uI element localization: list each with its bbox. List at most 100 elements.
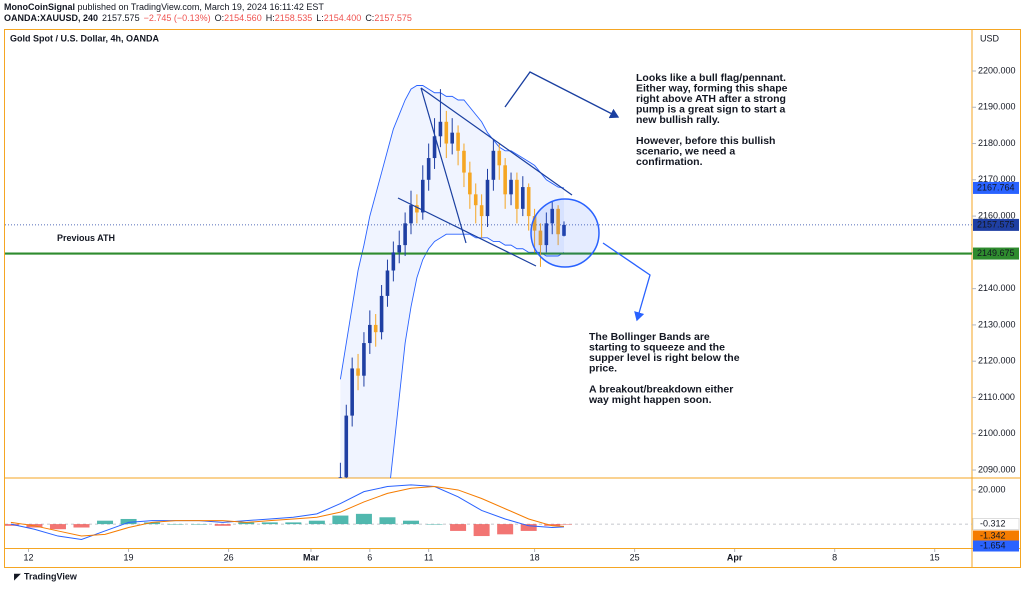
frame <box>4 29 1021 568</box>
candle-body <box>338 477 343 478</box>
macd-histogram-bar <box>355 513 372 525</box>
band-line <box>339 85 565 380</box>
footer-logo: ◤ <box>14 571 21 581</box>
macd-value-box <box>973 530 1019 542</box>
x-tick-label: Mar <box>303 552 320 562</box>
macd-histogram-bar <box>73 524 90 528</box>
y-tick-label: 2200.000 <box>978 65 1016 75</box>
annotation-line: starting to squeeze and the <box>589 341 725 353</box>
ohlc-value: 2158.535 <box>275 13 313 23</box>
candle-body <box>385 270 390 296</box>
annotation-line: right above ATH after a strong <box>636 93 786 105</box>
arrow <box>504 71 620 119</box>
y-tick-label: 2120.000 <box>978 356 1016 366</box>
macd-value-label: -0.312 <box>980 518 1006 528</box>
candle-body <box>509 179 513 195</box>
macd-value-label: -1.654 <box>980 540 1006 550</box>
x-tick-label: 19 <box>124 552 134 562</box>
macd-value-label: -1.342 <box>980 530 1006 540</box>
candle-body <box>521 187 525 209</box>
annotation-line: The Bollinger Bands are <box>589 331 710 343</box>
annotation-line: price. <box>589 362 617 374</box>
candle-body <box>391 252 396 271</box>
price-box-label: 2149.675 <box>977 248 1015 258</box>
macd-histogram-bar <box>191 524 208 525</box>
candle-body <box>426 158 431 180</box>
x-tick-label: 18 <box>530 552 540 562</box>
ohlc-key: H: <box>266 13 275 23</box>
x-tick-label: 15 <box>930 552 940 562</box>
macd-histogram-bar <box>97 520 114 525</box>
macd-y-tick-label: 20.000 <box>978 484 1006 494</box>
trendline <box>420 87 573 196</box>
drawings <box>397 71 651 322</box>
header-line-2: OANDA:XAUUSD, 240 2157.575 −2.745 (−0.13%)… <box>4 13 412 23</box>
chart-title: Gold Spot / U.S. Dollar, 4h, OANDA <box>10 33 160 43</box>
candle-body <box>491 150 496 180</box>
ohlc-value: 2154.560 <box>224 13 262 23</box>
y-tick-label: 2140.000 <box>978 283 1016 293</box>
published: published on TradingView.com, March 19, … <box>75 2 324 12</box>
x-tick-label: 11 <box>424 552 433 562</box>
trendline <box>397 197 537 267</box>
annotation-line: However, before this bullish <box>636 135 775 147</box>
candle-body <box>544 223 549 246</box>
candle-body <box>344 415 349 478</box>
candle-body <box>362 343 366 376</box>
candle-body <box>397 245 402 253</box>
y-tick-label: 2100.000 <box>978 428 1016 438</box>
candle-body <box>420 179 425 213</box>
macd-histogram-bar <box>308 520 325 525</box>
highlight-circle <box>530 198 600 268</box>
candle-body <box>550 208 555 224</box>
axes: 2090.000 2100.000 2110.000 2120.000 2130.000… <box>24 65 1020 562</box>
y-tick-label: 2090.000 <box>978 464 1016 474</box>
change: −2.745 (−0.13%) <box>144 13 211 23</box>
candle-body <box>479 205 484 217</box>
macd-histogram-bar <box>5 524 19 526</box>
candle-body <box>403 223 407 246</box>
annotation-line: pump is a great sign to start a <box>636 103 786 115</box>
price-box-label: 2167.764 <box>977 182 1015 192</box>
annotation-line: new bullish rally. <box>636 114 720 126</box>
macd-histogram-bar <box>450 524 467 531</box>
x-tick-label: Apr <box>727 552 743 562</box>
candle-body <box>562 224 566 236</box>
candle-body <box>497 150 502 166</box>
macd-histogram-bar <box>144 522 161 525</box>
annotation-line: scenario, we need a <box>636 145 735 157</box>
trendline <box>420 87 467 244</box>
macd-histogram-bar <box>520 524 537 531</box>
macd-histogram-bar <box>214 524 231 526</box>
candle-body <box>415 205 419 213</box>
candle-body <box>468 172 472 195</box>
macd-histogram-bar <box>238 522 255 525</box>
candle-body <box>438 121 443 137</box>
annotation-line: A breakout/breakdown either <box>589 383 733 395</box>
price: 2157.575 <box>102 13 140 23</box>
macd-histogram-bar <box>49 524 66 530</box>
macd-value-box <box>972 518 1020 530</box>
macd-histogram-bar <box>261 522 278 525</box>
macd-histogram-bar <box>332 515 349 525</box>
macd-histogram-bar <box>120 518 137 525</box>
candle-body <box>432 136 437 159</box>
macd-histogram-bar <box>473 524 490 537</box>
y-tick-label: 2130.000 <box>978 319 1016 329</box>
x-tick-label: 6 <box>367 552 372 562</box>
macd-line <box>10 484 565 540</box>
ohlc-value: 2154.400 <box>324 13 362 23</box>
macd-histogram-bar <box>544 524 561 526</box>
y-tick-label: 2180.000 <box>978 138 1016 148</box>
x-tick-label: 26 <box>224 552 234 562</box>
y-axis-label: USD <box>980 33 1000 43</box>
ohlc-key: L: <box>316 13 324 23</box>
macd-histogram-bar <box>167 524 184 525</box>
price-box-label: 2157.575 <box>977 219 1015 229</box>
x-tick-label: 25 <box>630 552 640 562</box>
price-box <box>973 181 1019 194</box>
ohlc-value: 2157.575 <box>374 13 412 23</box>
header-line-1: MonoCoinSignal published on TradingView.… <box>4 2 324 12</box>
